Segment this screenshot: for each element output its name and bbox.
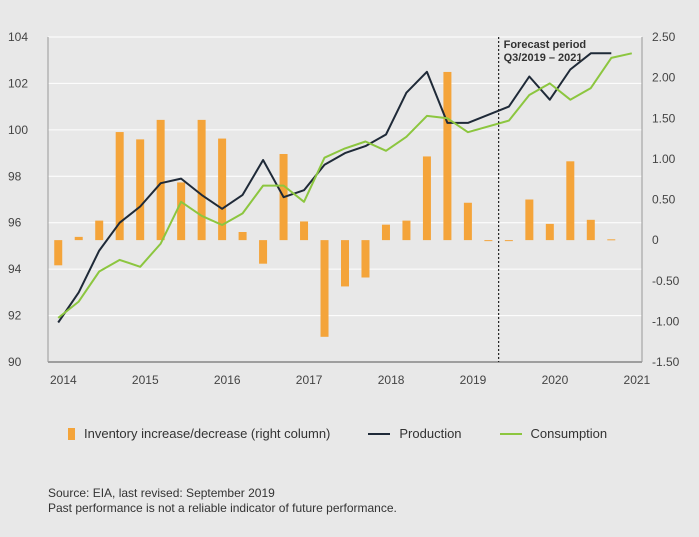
inventory-bar	[95, 220, 104, 241]
legend-item-production: Production	[368, 426, 462, 441]
x-tick-label: 2016	[214, 373, 241, 387]
left-tick-label: 90	[8, 355, 22, 369]
inventory-bar	[156, 119, 165, 241]
consumption-line	[57, 52, 633, 319]
left-tick-label: 100	[8, 123, 28, 137]
disclaimer-line: Past performance is not a reliable indic…	[48, 501, 397, 515]
production-line	[57, 52, 612, 324]
source-note: Source: EIA, last revised: September 201…	[48, 486, 397, 516]
inventory-bars	[54, 71, 616, 337]
forecast-annotation: Forecast period Q3/2019 – 2021	[498, 37, 587, 362]
right-tick-label: 1.50	[652, 111, 676, 125]
left-tick-label: 92	[8, 309, 22, 323]
inventory-bar	[422, 156, 431, 241]
legend: Inventory increase/decrease (right colum…	[68, 426, 645, 441]
right-tick-label: -1.00	[652, 314, 680, 328]
right-tick-label: -1.50	[652, 355, 680, 369]
right-tick-label: 2.50	[652, 30, 676, 44]
inventory-bar	[566, 161, 575, 241]
legend-label-inventory: Inventory increase/decrease (right colum…	[84, 426, 331, 441]
inventory-bar	[381, 224, 390, 241]
right-tick-label: 2.00	[652, 71, 676, 85]
x-tick-label: 2020	[542, 373, 569, 387]
inventory-bar	[320, 240, 329, 337]
inventory-bar	[484, 240, 493, 242]
forecast-label-line1: Forecast period	[504, 39, 587, 51]
inventory-bar	[136, 139, 145, 241]
legend-item-consumption: Consumption	[499, 426, 608, 441]
left-tick-label: 102	[8, 76, 28, 90]
left-tick-label: 96	[8, 216, 22, 230]
inventory-bar	[463, 202, 472, 241]
legend-label-production: Production	[399, 426, 462, 441]
right-tick-label: 0.50	[652, 193, 676, 207]
left-tick-label: 94	[8, 262, 22, 276]
inventory-bar	[504, 240, 513, 242]
inventory-bar	[545, 223, 554, 241]
legend-swatch-consumption	[499, 432, 522, 435]
source-line: Source: EIA, last revised: September 201…	[48, 486, 275, 500]
inventory-bar	[238, 232, 247, 241]
legend-item-inventory: Inventory increase/decrease (right colum…	[68, 426, 330, 441]
inventory-bar	[361, 240, 370, 278]
inventory-bar	[197, 119, 206, 241]
left-tick-label: 98	[8, 169, 22, 183]
x-tick-label: 2014	[50, 373, 77, 387]
x-tick-label: 2017	[296, 373, 323, 387]
right-tick-label: 0	[652, 233, 659, 247]
inventory-bar	[177, 182, 186, 241]
inventory-bar	[341, 240, 349, 287]
inventory-bar	[607, 239, 616, 241]
inventory-bar	[115, 132, 124, 241]
inventory-bar	[259, 240, 268, 264]
inventory-bar	[54, 240, 63, 266]
legend-swatch-inventory	[68, 427, 75, 440]
x-tick-label: 2018	[378, 373, 405, 387]
forecast-label-line2: Q3/2019 – 2021	[504, 52, 583, 64]
legend-label-consumption: Consumption	[530, 426, 608, 441]
left-tick-label: 104	[8, 30, 28, 44]
x-tick-label: 2021	[624, 373, 651, 387]
series-lines	[57, 52, 633, 324]
inventory-bar	[402, 220, 411, 241]
inventory-bar	[300, 221, 309, 241]
inventory-bar	[525, 199, 534, 241]
x-tick-label: 2019	[460, 373, 487, 387]
x-tick-label: 2015	[132, 373, 159, 387]
right-tick-label: 1.00	[652, 152, 676, 166]
axes: 90 92 94 96 98 100 102 104 -1.50 -1.00 -0.50 0 0.50 1…	[8, 30, 680, 387]
inventory-bar	[74, 236, 83, 241]
legend-swatch-production	[368, 432, 391, 435]
inventory-bar	[218, 138, 227, 241]
inventory-bar	[586, 219, 595, 241]
inventory-bar	[443, 71, 452, 241]
right-tick-label: -0.50	[652, 274, 680, 288]
